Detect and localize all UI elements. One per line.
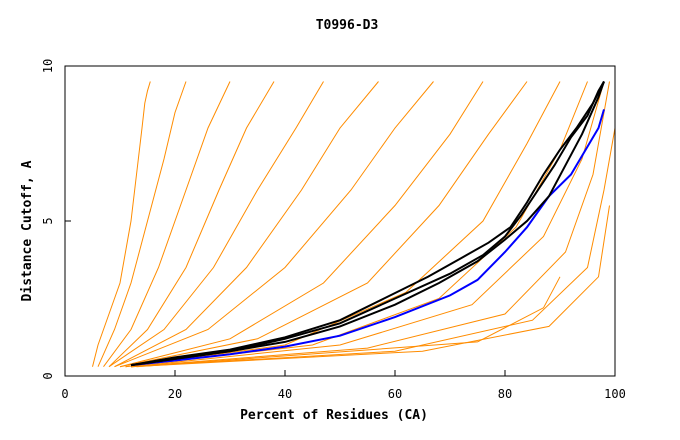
series-line-5: [114, 81, 379, 368]
series-line-11: [130, 81, 605, 368]
series-line-9: [125, 81, 561, 368]
y-tick-label-1: 5: [41, 217, 55, 224]
series-line-12: [130, 81, 610, 368]
x-tick-label-0: 0: [61, 387, 68, 401]
x-tick-label-4: 80: [498, 387, 512, 401]
y-axis-label: Distance Cutoff, A: [20, 160, 35, 301]
series-layer: [92, 80, 615, 368]
series-line-14: [130, 205, 610, 368]
series-line-13: [130, 127, 615, 368]
y-tick-label-2: 10: [41, 59, 55, 73]
series-line-18: [130, 80, 605, 367]
series-line-17: [130, 81, 605, 367]
x-tick-label-2: 40: [278, 387, 292, 401]
series-line-16: [130, 109, 605, 367]
series-line-6: [114, 81, 434, 368]
y-tick-label-0: 0: [41, 372, 55, 379]
series-line-3: [108, 81, 275, 368]
series-line-19: [130, 81, 605, 367]
x-tick-label-5: 100: [604, 387, 626, 401]
x-tick-label-3: 60: [388, 387, 402, 401]
x-tick-label-1: 20: [168, 387, 182, 401]
series-line-15: [136, 276, 561, 368]
series-line-2: [103, 81, 231, 367]
series-line-4: [108, 81, 324, 368]
y-axis-ticks: 0 5 10: [41, 59, 71, 380]
series-line-1: [97, 81, 187, 367]
series-line-10: [125, 81, 588, 368]
x-axis-ticks: 0 20 40 60 80 100: [61, 370, 626, 401]
series-line-7: [119, 81, 484, 368]
x-axis-label: Percent of Residues (CA): [240, 408, 428, 423]
chart-title: T0996-D3: [316, 18, 379, 33]
series-line-0: [92, 81, 151, 367]
series-line-8: [119, 81, 528, 368]
plot-area: [64, 65, 616, 377]
